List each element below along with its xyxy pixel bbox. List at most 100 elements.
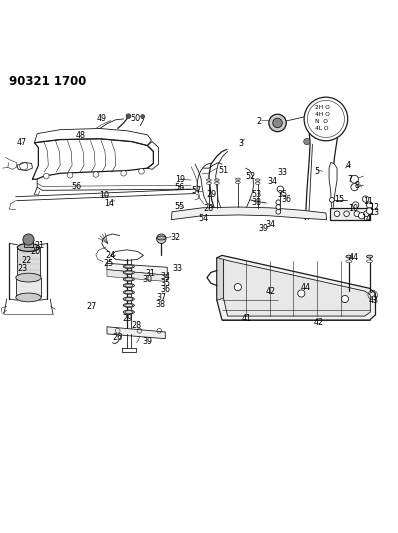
Ellipse shape bbox=[123, 303, 135, 308]
Text: 56: 56 bbox=[71, 182, 82, 191]
Text: 28: 28 bbox=[132, 321, 142, 330]
Circle shape bbox=[367, 208, 373, 214]
Text: 22: 22 bbox=[21, 256, 31, 265]
Text: 42: 42 bbox=[265, 287, 276, 296]
Circle shape bbox=[43, 173, 49, 179]
Text: 90321 1700: 90321 1700 bbox=[10, 75, 87, 88]
Text: 15: 15 bbox=[334, 196, 344, 204]
Ellipse shape bbox=[256, 182, 260, 184]
Text: 14: 14 bbox=[105, 198, 115, 207]
Polygon shape bbox=[107, 270, 167, 281]
Text: 35: 35 bbox=[277, 190, 288, 199]
Text: 4H O: 4H O bbox=[315, 112, 330, 117]
Text: 27: 27 bbox=[86, 302, 96, 311]
Circle shape bbox=[364, 211, 369, 216]
Ellipse shape bbox=[346, 260, 352, 263]
Circle shape bbox=[276, 205, 281, 209]
Text: 23: 23 bbox=[18, 264, 27, 273]
Ellipse shape bbox=[18, 244, 39, 252]
Text: 8: 8 bbox=[355, 181, 360, 190]
Text: 13: 13 bbox=[369, 208, 379, 217]
Text: 52: 52 bbox=[246, 172, 256, 181]
Circle shape bbox=[121, 171, 127, 176]
Ellipse shape bbox=[123, 277, 135, 281]
Circle shape bbox=[269, 114, 286, 132]
Text: 55: 55 bbox=[174, 201, 185, 211]
Ellipse shape bbox=[123, 270, 135, 274]
Circle shape bbox=[351, 175, 359, 183]
Ellipse shape bbox=[215, 179, 219, 181]
Circle shape bbox=[126, 114, 131, 118]
Ellipse shape bbox=[24, 240, 33, 244]
Text: 2H O: 2H O bbox=[315, 104, 330, 110]
Circle shape bbox=[156, 234, 166, 244]
Circle shape bbox=[141, 115, 144, 118]
Ellipse shape bbox=[207, 179, 211, 181]
Circle shape bbox=[276, 200, 281, 205]
Text: 38: 38 bbox=[155, 300, 166, 309]
Ellipse shape bbox=[236, 178, 240, 181]
Polygon shape bbox=[16, 278, 41, 297]
Text: 50: 50 bbox=[131, 115, 141, 124]
Text: 39: 39 bbox=[258, 224, 269, 233]
Ellipse shape bbox=[16, 293, 41, 302]
Text: 42: 42 bbox=[314, 318, 324, 327]
Text: 10: 10 bbox=[99, 191, 109, 200]
Text: 20: 20 bbox=[30, 247, 41, 256]
Text: 44: 44 bbox=[349, 253, 359, 262]
Circle shape bbox=[277, 186, 283, 192]
Text: 21: 21 bbox=[34, 241, 45, 250]
Circle shape bbox=[23, 234, 34, 245]
Ellipse shape bbox=[16, 273, 41, 282]
Circle shape bbox=[93, 172, 99, 177]
Text: 38: 38 bbox=[252, 198, 261, 207]
Text: 31: 31 bbox=[145, 269, 156, 278]
Text: 43: 43 bbox=[369, 296, 379, 305]
Circle shape bbox=[353, 202, 359, 208]
Polygon shape bbox=[217, 255, 375, 320]
Text: 7: 7 bbox=[348, 175, 353, 184]
Circle shape bbox=[351, 183, 358, 191]
Circle shape bbox=[298, 290, 305, 297]
Circle shape bbox=[359, 213, 365, 219]
Circle shape bbox=[304, 139, 310, 145]
Text: 3: 3 bbox=[239, 139, 244, 148]
Ellipse shape bbox=[123, 264, 135, 269]
Ellipse shape bbox=[215, 182, 219, 184]
Circle shape bbox=[330, 198, 334, 202]
Text: 37: 37 bbox=[156, 293, 166, 302]
Ellipse shape bbox=[346, 255, 352, 258]
Circle shape bbox=[273, 118, 282, 128]
Text: 44: 44 bbox=[300, 282, 310, 292]
Circle shape bbox=[234, 284, 242, 290]
Text: 32: 32 bbox=[170, 233, 181, 243]
Circle shape bbox=[67, 173, 73, 178]
Polygon shape bbox=[224, 260, 370, 316]
Circle shape bbox=[334, 211, 340, 216]
Text: 34: 34 bbox=[160, 272, 170, 281]
Ellipse shape bbox=[123, 290, 135, 294]
Ellipse shape bbox=[123, 310, 135, 314]
Text: 33: 33 bbox=[277, 167, 287, 176]
Circle shape bbox=[341, 295, 349, 303]
Circle shape bbox=[139, 168, 144, 174]
Text: 10: 10 bbox=[348, 205, 358, 214]
Text: 4: 4 bbox=[346, 161, 351, 170]
Polygon shape bbox=[217, 258, 224, 300]
Circle shape bbox=[367, 202, 373, 208]
Ellipse shape bbox=[367, 255, 373, 258]
Polygon shape bbox=[18, 247, 39, 279]
Text: 36: 36 bbox=[281, 196, 291, 204]
Circle shape bbox=[304, 97, 348, 141]
Text: 19: 19 bbox=[175, 175, 185, 184]
Text: 2: 2 bbox=[256, 117, 261, 126]
Ellipse shape bbox=[367, 260, 373, 263]
Text: 26: 26 bbox=[113, 333, 123, 342]
Text: 47: 47 bbox=[17, 138, 27, 147]
Text: 30: 30 bbox=[142, 274, 153, 284]
Text: 25: 25 bbox=[103, 259, 113, 268]
Text: 56: 56 bbox=[174, 183, 185, 192]
Ellipse shape bbox=[256, 179, 260, 181]
Text: 29: 29 bbox=[123, 313, 133, 322]
Ellipse shape bbox=[123, 297, 135, 301]
